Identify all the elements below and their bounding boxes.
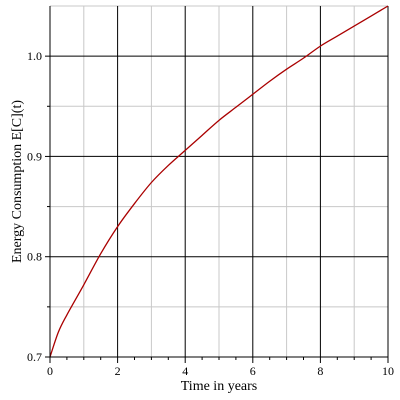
x-tick-label: 8 — [317, 364, 323, 378]
major-grid — [50, 6, 389, 357]
data-series — [49, 5, 389, 358]
y-tick-label: 1.0 — [27, 49, 42, 63]
x-tick-label: 4 — [182, 364, 188, 378]
x-tick-label: 6 — [250, 364, 256, 378]
x-tick-labels: 0 2 4 6 8 10 — [47, 364, 394, 378]
x-tick-label: 2 — [115, 364, 121, 378]
y-tick-label: 0.9 — [27, 149, 42, 163]
series-line — [49, 5, 389, 358]
axis-ticks — [45, 55, 389, 363]
x-tick-label: 10 — [382, 364, 394, 378]
y-tick-labels: 0.7 0.8 0.9 1.0 — [27, 49, 42, 364]
minor-grid — [50, 5, 388, 357]
x-tick-label: 0 — [47, 364, 53, 378]
x-axis-label: Time in years — [181, 379, 257, 394]
y-tick-label: 0.7 — [27, 350, 42, 364]
y-tick-label: 0.8 — [27, 250, 42, 264]
y-axis-label: Energy Consumption E[C](t) — [10, 100, 25, 263]
